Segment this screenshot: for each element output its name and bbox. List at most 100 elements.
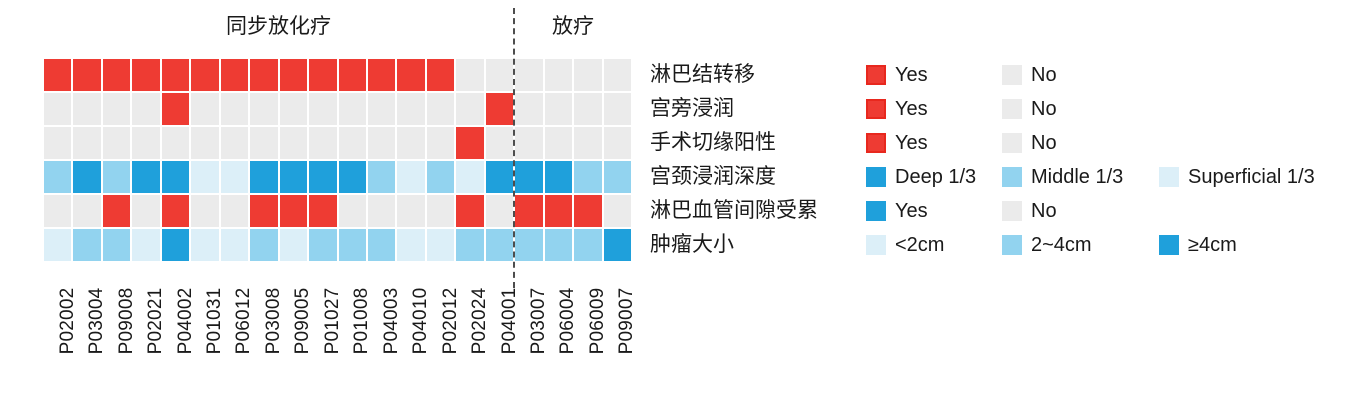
- patient-id-label-slot: P04001: [485, 265, 520, 395]
- heatmap-row: [43, 58, 633, 92]
- heatmap-grid: [43, 58, 633, 263]
- heatmap-cell: [425, 160, 456, 194]
- legend-swatch: [1002, 65, 1022, 85]
- heatmap-cell: [573, 92, 603, 126]
- legend-label: No: [1031, 64, 1057, 86]
- heatmap-cell: [308, 92, 338, 126]
- legend-label: Yes: [895, 98, 928, 120]
- heatmap-cell: [101, 58, 132, 92]
- patient-id-label-slot: P06012: [220, 265, 254, 395]
- heatmap-cell: [190, 126, 220, 160]
- legend-entry: No: [1002, 58, 1057, 92]
- patient-id-label-slot: P02024: [455, 265, 490, 395]
- heatmap-cell: [43, 92, 73, 126]
- heatmap-cell: [425, 58, 456, 92]
- heatmap-cell: [219, 160, 250, 194]
- heatmap-cell: [602, 92, 633, 126]
- patient-id-label-slot: P06009: [573, 265, 608, 395]
- heatmap-cell: [219, 126, 250, 160]
- legend-entry: Yes: [866, 194, 928, 228]
- heatmap-cell: [337, 92, 367, 126]
- heatmap-cell: [337, 160, 367, 194]
- patient-id-label-slot: P04002: [161, 265, 196, 395]
- heatmap-cell: [484, 126, 515, 160]
- heatmap-cell: [543, 92, 574, 126]
- legend-label: Yes: [895, 132, 928, 154]
- legend-entry: ≥4cm: [1159, 228, 1237, 262]
- heatmap-cell: [72, 92, 102, 126]
- feature-row-label: 宫旁浸润: [650, 97, 734, 120]
- heatmap-cell: [131, 160, 161, 194]
- heatmap-cell: [219, 228, 250, 262]
- legend-swatch: [1159, 235, 1179, 255]
- legend-swatch: [1002, 167, 1022, 187]
- heatmap-cell: [366, 228, 397, 262]
- legend-swatch: [866, 65, 886, 85]
- heatmap-cell: [337, 194, 367, 228]
- heatmap-row: [43, 126, 633, 160]
- legend-entry: Deep 1/3: [866, 160, 976, 194]
- group-title-chemoradiotherapy: 同步放化疗: [226, 15, 331, 38]
- heatmap-row: [43, 228, 633, 262]
- heatmap-cell: [514, 228, 544, 262]
- legend-label: Middle 1/3: [1031, 166, 1124, 188]
- heatmap-cell: [573, 194, 603, 228]
- heatmap-cell: [308, 228, 338, 262]
- legend-swatch: [866, 235, 886, 255]
- heatmap-cell: [249, 58, 279, 92]
- heatmap-cell: [160, 194, 191, 228]
- heatmap-cell: [43, 126, 73, 160]
- heatmap-cell: [249, 126, 279, 160]
- heatmap-cell: [455, 194, 485, 228]
- legend-entry: No: [1002, 126, 1057, 160]
- heatmap-cell: [337, 126, 367, 160]
- heatmap-cell: [131, 126, 161, 160]
- heatmap-cell: [219, 194, 250, 228]
- feature-row-labels: 淋巴结转移 宫旁浸润 手术切缘阳性 宫颈浸润深度 淋巴血管间隙受累 肿瘤大小: [650, 58, 850, 263]
- heatmap-cell: [308, 126, 338, 160]
- heatmap-cell: [484, 228, 515, 262]
- heatmap-cell: [484, 92, 515, 126]
- group-divider-line: [513, 8, 515, 288]
- heatmap-cell: [602, 126, 633, 160]
- heatmap-cell: [543, 58, 574, 92]
- legend-entry: Yes: [866, 92, 928, 126]
- legend-entry: No: [1002, 92, 1057, 126]
- heatmap-cell: [249, 228, 279, 262]
- legend-label: <2cm: [895, 234, 945, 256]
- heatmap-cell: [249, 194, 279, 228]
- heatmap-cell: [514, 126, 544, 160]
- legend-entry: Yes: [866, 58, 928, 92]
- heatmap-cell: [219, 58, 250, 92]
- legend-swatch: [1002, 133, 1022, 153]
- legend-label: No: [1031, 98, 1057, 120]
- legend-entry: Yes: [866, 126, 928, 160]
- patient-id-axis: P02002 P03004 P09008 P02021 P04002 P01031 P060…: [43, 265, 638, 395]
- heatmap-cell: [455, 160, 485, 194]
- heatmap-cell: [366, 194, 397, 228]
- heatmap-cell: [425, 92, 456, 126]
- heatmap-cell: [514, 160, 544, 194]
- feature-row-label: 淋巴结转移: [650, 63, 755, 86]
- heatmap-cell: [160, 160, 191, 194]
- heatmap-cell: [249, 160, 279, 194]
- heatmap-cell: [425, 126, 456, 160]
- legend-entry: <2cm: [866, 228, 944, 262]
- heatmap-cell: [190, 228, 220, 262]
- heatmap-cell: [602, 160, 633, 194]
- heatmap-cell: [101, 194, 132, 228]
- heatmap-cell: [101, 126, 132, 160]
- heatmap-cell: [43, 58, 73, 92]
- legend-entry: No: [1002, 194, 1057, 228]
- patient-id-label-slot: P03004: [72, 265, 107, 395]
- heatmap-cell: [131, 194, 161, 228]
- heatmap-cell: [573, 160, 603, 194]
- heatmap-cell: [366, 126, 397, 160]
- legend-swatch: [866, 167, 886, 187]
- heatmap-cell: [190, 92, 220, 126]
- legend-label: ≥4cm: [1188, 234, 1237, 256]
- heatmap-cell: [101, 160, 132, 194]
- legend-swatch: [1002, 201, 1022, 221]
- heatmap-cell: [160, 92, 191, 126]
